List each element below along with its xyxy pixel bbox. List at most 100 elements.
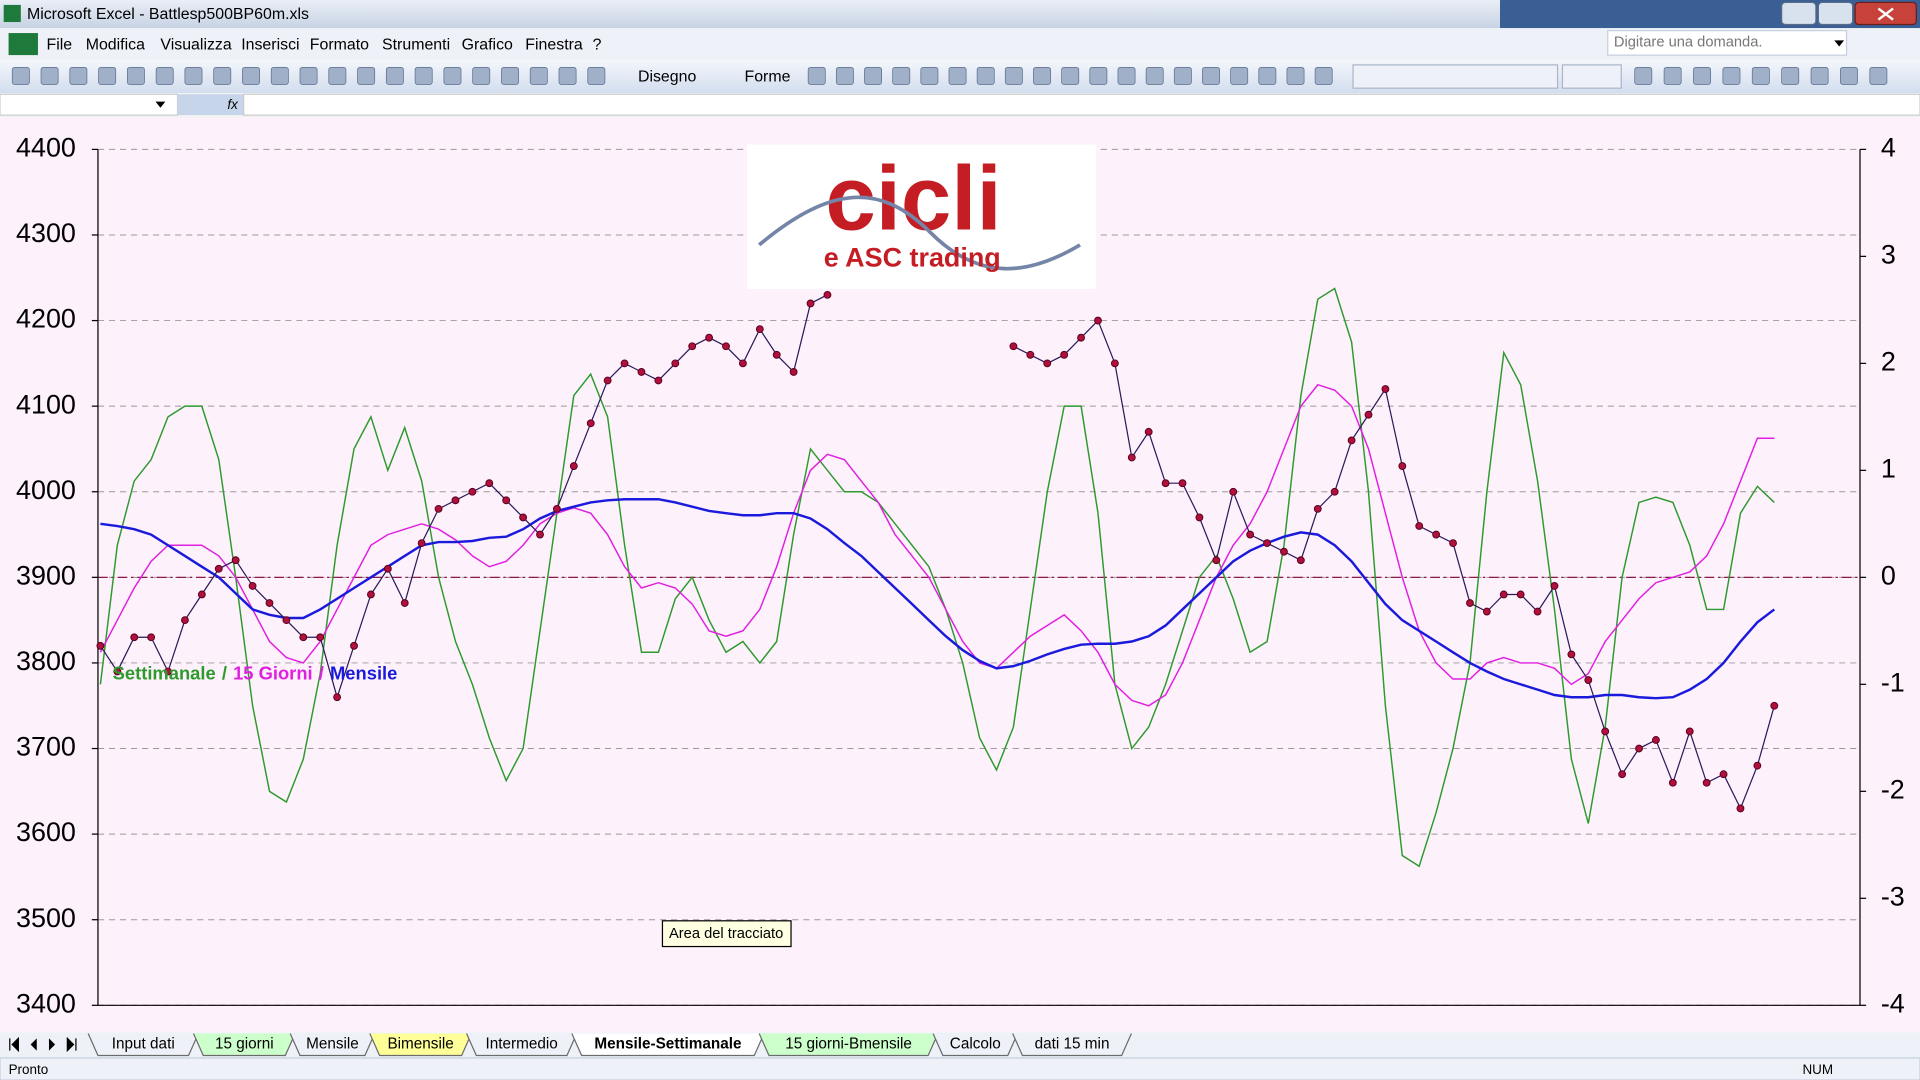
sheet-tab[interactable] (932, 1033, 1019, 1057)
toolbar-icon[interactable] (155, 66, 174, 85)
tab-prev[interactable] (30, 1038, 37, 1051)
toolbar-icon[interactable] (472, 66, 491, 85)
sheet-tab-label[interactable]: Mensile-Settimanale (594, 1036, 741, 1053)
toolbar-icon[interactable] (299, 66, 318, 85)
toolbar-icon[interactable] (1314, 66, 1333, 85)
toolbar-icon[interactable] (1089, 66, 1108, 85)
toolbar-icon[interactable] (69, 66, 88, 85)
toolbar-icon[interactable] (1117, 66, 1136, 85)
sheet-tab[interactable] (571, 1033, 765, 1057)
menu-item[interactable]: File (47, 37, 73, 54)
sheet-tab[interactable] (289, 1033, 376, 1057)
toolbar-icon[interactable] (1751, 66, 1770, 85)
name-box-dropdown[interactable] (155, 101, 166, 108)
sheet-tab-label[interactable]: Bimensile (387, 1036, 453, 1053)
price-marker (96, 641, 105, 650)
toolbar-icon[interactable] (529, 66, 548, 85)
toolbar-icon[interactable] (184, 66, 203, 85)
toolbar-icon[interactable] (976, 66, 995, 85)
toolbar-icon[interactable] (126, 66, 145, 85)
price-marker (468, 487, 477, 496)
shapes-menu[interactable]: Forme (744, 68, 790, 85)
toolbar-icon[interactable] (414, 66, 433, 85)
toolbar-icon[interactable] (1061, 66, 1080, 85)
sheet-tab[interactable] (192, 1033, 296, 1057)
tab-last[interactable] (66, 1036, 77, 1053)
sheet-tab-label[interactable]: dati 15 min (1035, 1036, 1110, 1053)
toolbar-icon[interactable] (1663, 66, 1682, 85)
toolbar-icon[interactable] (1810, 66, 1829, 85)
menu-item[interactable]: Inserisci (241, 37, 299, 54)
toolbar-icon[interactable] (1004, 66, 1023, 85)
tab-next[interactable] (48, 1038, 56, 1051)
sheet-tab[interactable] (369, 1033, 472, 1057)
tab-first[interactable] (9, 1036, 19, 1053)
toolbar-icon[interactable] (587, 66, 606, 85)
toolbar-icon[interactable] (892, 66, 911, 85)
toolbar-icon[interactable] (1258, 66, 1277, 85)
toolbar-icon[interactable] (1634, 66, 1653, 85)
menu-item[interactable]: Finestra (525, 37, 583, 54)
toolbar-icon[interactable] (1840, 66, 1858, 85)
toolbar-icon[interactable] (1693, 66, 1711, 85)
toolbar-icon[interactable] (443, 66, 462, 85)
sheet-tab-label[interactable]: 15 giorni-Bmensile (785, 1036, 912, 1053)
toolbar-icon[interactable] (920, 66, 939, 85)
sheet-tab-label[interactable]: Mensile (306, 1036, 359, 1053)
sheet-tab[interactable] (1012, 1033, 1132, 1057)
toolbar-icon[interactable] (1722, 66, 1741, 85)
toolbar-icon[interactable] (864, 66, 882, 85)
sheet-tab-label[interactable]: Input dati (112, 1036, 175, 1053)
price-marker (789, 368, 798, 376)
sheet-tab-label[interactable]: 15 giorni (215, 1036, 274, 1053)
toolbar-icon[interactable] (1145, 66, 1164, 85)
font-box[interactable] (1352, 64, 1559, 89)
sheet-tab-label[interactable]: Calcolo (950, 1036, 1001, 1053)
draw-menu[interactable]: Disegno (638, 68, 697, 85)
size-box[interactable] (1561, 64, 1622, 89)
menu-item[interactable]: Modifica (86, 37, 145, 54)
toolbar-icon[interactable] (1230, 66, 1249, 85)
help-dropdown[interactable] (1834, 40, 1845, 47)
toolbar-icon[interactable] (558, 66, 577, 85)
sheet-tab[interactable] (758, 1033, 939, 1057)
menu-item[interactable]: Visualizza (160, 37, 231, 54)
toolbar-icon[interactable] (1869, 66, 1888, 85)
toolbar-icon[interactable] (98, 66, 117, 85)
formula-icon[interactable]: fx (227, 97, 239, 112)
menu-item[interactable]: Grafico (462, 37, 513, 54)
sheet-tab[interactable] (465, 1033, 578, 1057)
toolbar-icon[interactable] (807, 66, 826, 85)
toolbar-icon[interactable] (213, 66, 232, 85)
sheet-tab-label[interactable]: Intermedio (485, 1036, 557, 1053)
help-box[interactable] (1607, 30, 1848, 56)
toolbar-icon[interactable] (328, 66, 347, 85)
toolbar-icon[interactable] (357, 66, 376, 85)
menu-item[interactable]: Strumenti (382, 37, 450, 54)
toolbar-icon[interactable] (835, 66, 854, 85)
toolbar-icon[interactable] (270, 66, 289, 85)
y2-tick-label: 2 (1881, 346, 1896, 376)
price-marker (1330, 487, 1339, 496)
menu-item[interactable]: Formato (310, 37, 369, 54)
formula-input[interactable] (243, 93, 1920, 116)
price-marker (569, 462, 578, 470)
toolbar-icon[interactable] (501, 66, 519, 85)
maximize-button[interactable] (1817, 1, 1854, 26)
name-box[interactable] (0, 93, 179, 116)
toolbar-icon[interactable] (242, 66, 260, 85)
toolbar-icon[interactable] (948, 66, 967, 85)
toolbar-icon[interactable] (1033, 66, 1051, 85)
minimize-button[interactable] (1781, 1, 1817, 26)
toolbar-icon[interactable] (11, 66, 30, 85)
price-marker (519, 513, 528, 522)
menu-item[interactable]: ? (593, 37, 602, 54)
toolbar-icon[interactable] (40, 66, 59, 85)
toolbar-icon[interactable] (385, 66, 404, 85)
price-marker (637, 368, 646, 376)
toolbar-icon[interactable] (1781, 66, 1800, 85)
toolbar-icon[interactable] (1286, 66, 1305, 85)
sheet-tab[interactable] (87, 1033, 199, 1057)
toolbar-icon[interactable] (1173, 66, 1192, 85)
toolbar-icon[interactable] (1202, 66, 1220, 85)
